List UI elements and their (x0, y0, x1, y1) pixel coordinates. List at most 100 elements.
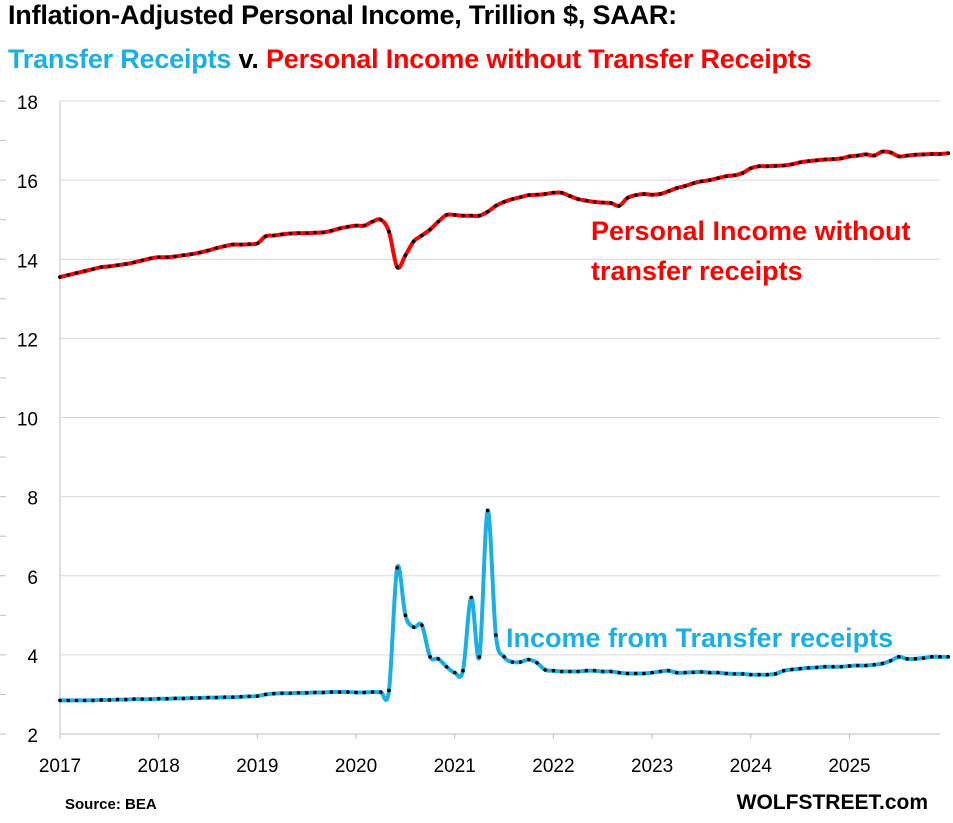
data-point-transfer-receipts-104 (913, 657, 918, 661)
data-point-personal-income-20 (222, 244, 227, 248)
data-point-transfer-receipts-64 (584, 668, 589, 673)
data-point-personal-income-96 (847, 154, 852, 159)
data-point-transfer-receipts-57 (526, 657, 531, 662)
x-tick-label-2018: 2018 (138, 756, 180, 777)
data-point-personal-income-59 (543, 192, 548, 196)
data-point-personal-income-88 (781, 163, 786, 168)
data-point-transfer-receipts-69 (625, 671, 630, 676)
data-point-transfer-receipts-82 (732, 672, 737, 676)
data-point-personal-income-97 (855, 153, 860, 158)
data-point-transfer-receipts-15 (181, 696, 186, 701)
data-point-transfer-receipts-101 (888, 659, 893, 663)
data-point-transfer-receipts-32 (321, 690, 325, 695)
data-point-transfer-receipts-105 (921, 656, 926, 660)
data-point-personal-income-43 (411, 239, 416, 244)
data-point-personal-income-10 (140, 258, 145, 263)
data-point-transfer-receipts-3 (82, 698, 87, 703)
data-point-transfer-receipts-88 (781, 668, 786, 673)
data-point-personal-income-69 (625, 196, 630, 200)
data-point-personal-income-82 (732, 173, 737, 178)
data-point-transfer-receipts-45 (428, 655, 432, 659)
data-point-personal-income-83 (740, 171, 745, 175)
data-point-transfer-receipts-38 (370, 690, 375, 694)
data-point-transfer-receipts-86 (765, 672, 770, 677)
data-point-transfer-receipts-73 (658, 669, 663, 674)
data-point-personal-income-84 (749, 166, 753, 171)
data-point-transfer-receipts-78 (699, 670, 704, 674)
data-point-transfer-receipts-40 (387, 688, 391, 693)
data-point-transfer-receipts-67 (609, 669, 613, 674)
data-point-transfer-receipts-41 (395, 566, 399, 570)
data-point-personal-income-3 (82, 269, 87, 273)
x-tick-label-2021: 2021 (434, 756, 476, 777)
data-point-personal-income-62 (568, 194, 572, 198)
data-point-transfer-receipts-96 (847, 664, 852, 668)
data-point-personal-income-5 (99, 265, 103, 269)
data-point-transfer-receipts-26 (272, 691, 276, 696)
data-point-personal-income-13 (165, 255, 169, 260)
data-point-personal-income-26 (272, 233, 276, 238)
data-point-transfer-receipts-95 (839, 664, 844, 669)
data-point-personal-income-25 (263, 234, 268, 239)
data-point-transfer-receipts-60 (551, 668, 556, 673)
data-point-personal-income-100 (880, 149, 885, 154)
data-point-transfer-receipts-28 (288, 691, 293, 696)
data-point-personal-income-49 (461, 213, 465, 218)
data-point-transfer-receipts-22 (239, 695, 243, 699)
chart-title: Inflation-Adjusted Personal Income, Tril… (8, 0, 677, 30)
data-point-personal-income-17 (198, 250, 202, 255)
data-point-personal-income-30 (304, 231, 309, 235)
data-point-personal-income-44 (420, 233, 424, 238)
data-point-personal-income-1 (66, 273, 71, 277)
subtitle-personal-income: Personal Income without Transfer Receipt… (265, 44, 812, 74)
annotation-personal-income-line-1: transfer receipts (591, 256, 803, 286)
data-point-personal-income-75 (675, 186, 679, 190)
data-point-transfer-receipts-91 (806, 666, 811, 670)
data-point-personal-income-108 (946, 151, 950, 156)
data-point-transfer-receipts-18 (206, 695, 210, 700)
data-point-transfer-receipts-23 (247, 694, 251, 699)
data-point-transfer-receipts-103 (905, 657, 909, 661)
data-point-personal-income-35 (346, 225, 350, 229)
data-point-transfer-receipts-17 (198, 696, 202, 700)
data-point-personal-income-89 (790, 162, 794, 167)
data-point-transfer-receipts-44 (420, 623, 424, 627)
data-point-transfer-receipts-24 (255, 694, 260, 698)
data-point-transfer-receipts-83 (740, 672, 745, 676)
data-point-personal-income-106 (929, 152, 934, 156)
data-point-transfer-receipts-90 (798, 666, 802, 671)
data-point-transfer-receipts-11 (148, 697, 153, 701)
data-point-transfer-receipts-9 (132, 697, 136, 701)
data-point-personal-income-81 (724, 174, 728, 178)
y-tick-label-18: 18 (17, 93, 38, 114)
data-point-personal-income-95 (839, 156, 844, 161)
data-point-personal-income-65 (592, 200, 597, 204)
data-point-personal-income-72 (650, 192, 654, 197)
data-point-transfer-receipts-12 (156, 696, 161, 701)
data-point-personal-income-23 (247, 242, 251, 247)
data-point-transfer-receipts-98 (864, 663, 868, 668)
data-point-transfer-receipts-102 (897, 655, 901, 659)
data-point-transfer-receipts-27 (280, 691, 284, 696)
data-point-personal-income-45 (428, 227, 432, 232)
data-point-personal-income-94 (831, 157, 835, 161)
data-point-transfer-receipts-25 (263, 692, 268, 697)
data-point-transfer-receipts-66 (600, 669, 605, 674)
subtitle-versus: v. (238, 44, 259, 74)
annotation-personal-income-line-0: Personal Income without (591, 216, 911, 246)
data-point-personal-income-47 (444, 213, 449, 217)
y-tick-label-16: 16 (17, 172, 38, 193)
data-point-personal-income-36 (354, 223, 358, 228)
data-point-personal-income-39 (378, 217, 383, 222)
data-point-transfer-receipts-106 (929, 655, 934, 659)
data-point-personal-income-9 (132, 260, 136, 265)
data-point-personal-income-60 (551, 190, 556, 195)
data-point-personal-income-32 (321, 230, 325, 235)
data-point-personal-income-104 (913, 153, 918, 157)
data-point-transfer-receipts-10 (140, 697, 145, 701)
data-point-personal-income-8 (123, 262, 128, 266)
data-point-personal-income-4 (91, 267, 95, 271)
data-point-transfer-receipts-48 (452, 670, 457, 675)
data-point-transfer-receipts-55 (510, 660, 515, 664)
